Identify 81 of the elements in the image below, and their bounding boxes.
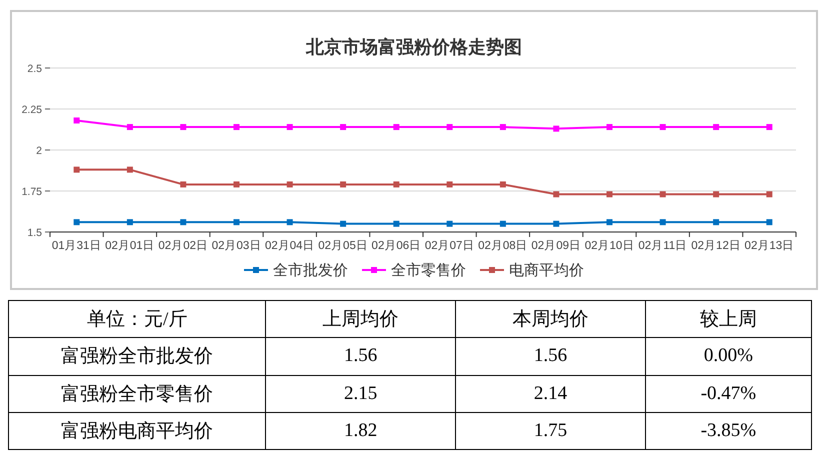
point [393,181,400,188]
point [340,181,346,188]
point [234,219,240,226]
y-tick-label: 2.25 [22,104,42,116]
x-tick-label: 02月11日 [638,239,688,252]
point [500,124,506,130]
text: 2.15 [344,382,378,404]
category-label: 较上周 [645,300,812,338]
category-label: 富强粉全市零售价 [61,384,214,405]
point [553,220,560,227]
category-label: 富强粉全市批发价 [61,346,214,368]
point [766,191,772,198]
x-tick-label: 01月31日 [52,239,102,252]
point [660,124,666,130]
point [446,124,453,130]
point [126,124,133,130]
y-tick-label: 2 [36,145,42,157]
category-label: 本周均价 [456,300,646,338]
point [286,181,293,188]
point [553,191,560,198]
x-tick-label: 02月08日 [478,239,528,252]
point [393,124,400,130]
x-tick-label: 02月13日 [744,239,794,252]
point [606,219,612,226]
point [340,220,346,227]
point [340,124,346,130]
point [180,181,186,188]
point [553,126,560,132]
point [126,166,133,173]
x-tick-label: 02月01日 [105,239,155,252]
category-label: 上周均价 [266,300,456,338]
legend-label: 电商平均价 [509,262,584,279]
legend-label: 全市批发价 [273,262,348,279]
category-label: 富强粉电商平均价 [61,420,214,442]
text: 1.75 [534,420,568,441]
chart-title: 北京市场富强粉价格走势图 [305,37,522,57]
point [180,124,186,130]
point [606,124,612,130]
point [766,124,772,130]
x-tick-label: 02月03日 [212,239,262,252]
point [74,117,80,124]
point [660,219,666,226]
text: 2.14 [534,382,568,404]
text: -0.47% [700,382,756,404]
point [74,166,80,173]
point [74,219,80,226]
point [713,191,720,198]
point [180,219,186,226]
x-tick-label: 02月12日 [691,239,741,252]
text: 1.56 [344,345,378,366]
x-tick-label: 02月10日 [584,239,634,252]
point [713,219,720,226]
x-tick-label: 02月07日 [424,239,474,252]
text: 1.56 [534,345,568,366]
y-tick-label: 2.5 [27,63,42,75]
legend-label: 全市零售价 [391,262,466,279]
x-tick-label: 02月06日 [372,239,422,252]
point [286,124,293,130]
text: 0.00% [704,345,753,366]
point [660,191,666,198]
x-tick-label: 02月09日 [531,239,582,252]
point [766,219,772,226]
point [393,220,400,227]
point [606,191,612,198]
point [446,220,453,227]
x-tick-label: 02月05日 [318,239,368,252]
point [713,124,720,130]
x-tick-label: 02月04日 [264,239,315,252]
point [286,219,293,226]
point [500,220,506,227]
point [234,181,240,188]
point [234,124,240,130]
point [500,181,506,188]
text: -3.85% [700,420,756,441]
x-tick-label: 02月02日 [158,239,208,252]
y-tick-label: 1.5 [27,227,42,239]
y-tick-label: 1.75 [22,186,42,198]
point [126,219,133,226]
text: 1.82 [344,420,378,441]
point [446,181,453,188]
text: 单位：元/斤 [8,300,266,338]
